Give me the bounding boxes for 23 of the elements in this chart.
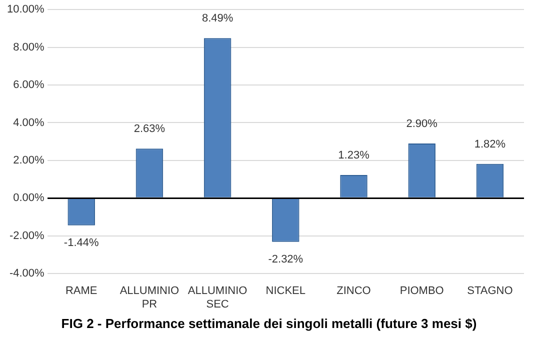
x-tick-label: PIOMBO [400, 285, 444, 298]
y-tick-label: -2.00% [9, 230, 45, 242]
y-tick-label: 6.00% [13, 79, 45, 92]
data-label: 2.90% [406, 118, 438, 130]
data-label: 8.49% [202, 12, 234, 25]
y-tick-label: 8.00% [13, 41, 45, 54]
data-label: -2.32% [268, 253, 304, 266]
y-tick-label: -4.00% [9, 268, 45, 280]
data-label: 1.82% [474, 138, 506, 150]
x-tick-label: NICKEL [266, 285, 306, 298]
y-tick-label: 2.00% [13, 154, 45, 166]
x-tick-label: RAME [65, 285, 98, 298]
y-tick-label: 10.00% [6, 4, 45, 16]
data-label: 2.63% [134, 123, 166, 136]
x-tick-label: ALLUMINIO PR [120, 285, 180, 310]
x-tick-label: ZINCO [336, 285, 372, 298]
x-tick-label: ALLUMINIO SEC [188, 285, 248, 310]
data-label: -1.44% [64, 236, 99, 249]
x-tick-label: STAGNO [467, 285, 514, 298]
text: FIG 2 - Performance settimanale dei singoli metalli (future 3 mesi $) [60, 316, 478, 331]
y-tick-label: 4.00% [13, 116, 45, 129]
y-tick-label: 0.00% [13, 192, 45, 204]
data-label: 1.23% [338, 150, 370, 162]
